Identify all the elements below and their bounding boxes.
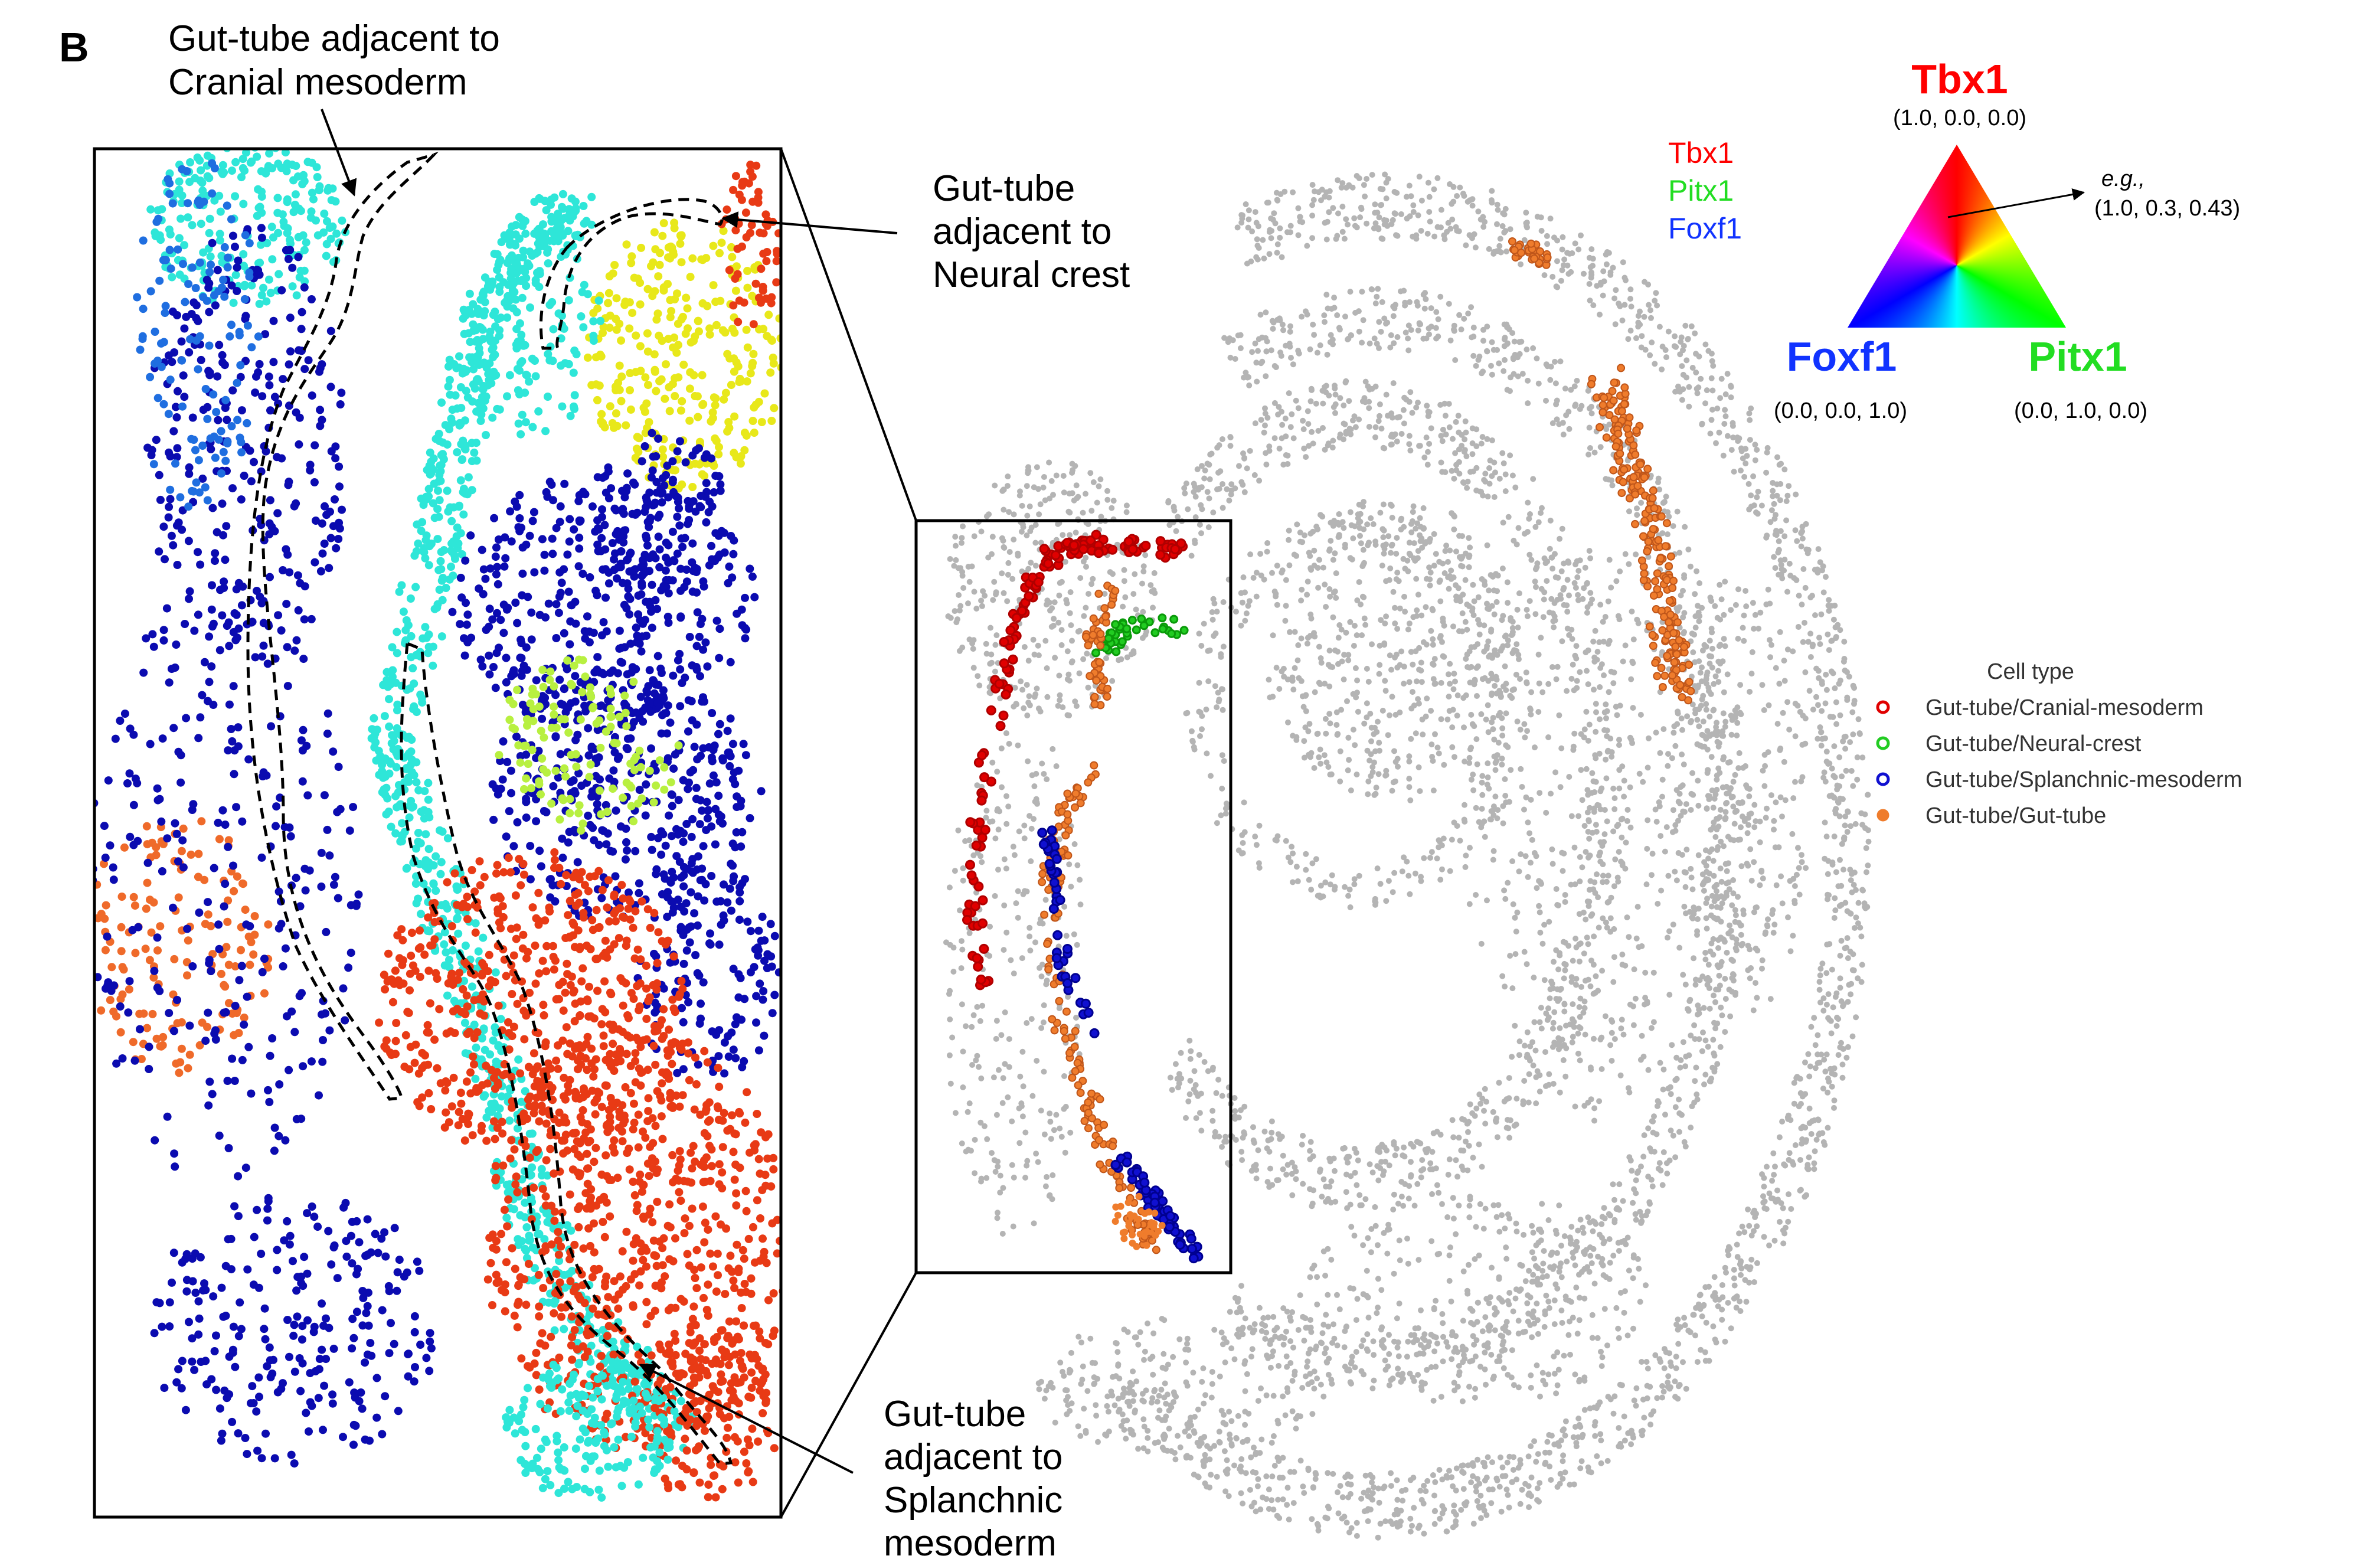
annotation-cranial-line2: Cranial mesoderm bbox=[168, 62, 468, 103]
triangle-example-arrow bbox=[1947, 188, 2085, 218]
outline-neural bbox=[539, 198, 724, 350]
annotation-neural-line2: adjacent to bbox=[933, 211, 1111, 252]
triangle-top-coord: (1.0, 0.0, 0.0) bbox=[1893, 106, 2026, 130]
legend-item-neural: Gut-tube/Neural-crest bbox=[1876, 731, 2142, 756]
annotation-neural: Gut-tube adjacent to Neural crest bbox=[721, 168, 1130, 295]
annotation-neural-line1: Gut-tube bbox=[933, 168, 1075, 209]
annotation-splanchnic-line3: Splanchnic bbox=[884, 1480, 1062, 1521]
triangle-top-label: Tbx1 bbox=[1911, 56, 2008, 102]
panel-letter: B bbox=[59, 24, 89, 70]
gene-label-pitx1: Pitx1 bbox=[1668, 174, 1734, 207]
legend-title: Cell type bbox=[1987, 659, 2074, 684]
triangle-gradient bbox=[1848, 145, 2066, 328]
legend-marker-gut-tube bbox=[1876, 809, 1889, 822]
legend-marker-splanchnic bbox=[1876, 772, 1890, 786]
outline-splanchnic bbox=[400, 641, 733, 1466]
triangle-example-coord: (1.0, 0.3, 0.43) bbox=[2094, 196, 2240, 221]
triangle-example-label: e.g., bbox=[2101, 166, 2145, 191]
annotation-cranial-line1: Gut-tube adjacent to bbox=[168, 18, 500, 59]
legend-item-cranial: Gut-tube/Cranial-mesoderm bbox=[1876, 695, 2204, 720]
zoom-panel-border bbox=[93, 147, 783, 1519]
legend-item-splanchnic: Gut-tube/Splanchnic-mesoderm bbox=[1876, 767, 2242, 792]
triangle-right-label: Pitx1 bbox=[2028, 334, 2127, 380]
annotation-splanchnic-line4: mesoderm bbox=[884, 1523, 1057, 1559]
triangle-right-coord: (0.0, 1.0, 0.0) bbox=[2014, 398, 2147, 423]
legend-item-gut-tube: Gut-tube/Gut-tube bbox=[1876, 803, 2106, 828]
annotation-cranial: Gut-tube adjacent to Cranial mesoderm bbox=[168, 18, 500, 197]
highlighted-cells bbox=[962, 237, 1695, 1264]
zoom-cells bbox=[94, 149, 781, 1502]
triangle-left-coord: (0.0, 0.0, 1.0) bbox=[1774, 398, 1907, 423]
legend-label-gut-tube: Gut-tube/Gut-tube bbox=[1925, 803, 2106, 828]
gene-label-foxf1: Foxf1 bbox=[1668, 212, 1742, 245]
zoom-connector-bottom bbox=[780, 1272, 917, 1518]
gene-label-tbx1: Tbx1 bbox=[1668, 136, 1734, 169]
triangle-left-label: Foxf1 bbox=[1787, 334, 1897, 380]
color-triangle-key: Tbx1 (1.0, 0.0, 0.0) e.g., (1.0, 0.3, 0.… bbox=[1774, 56, 2240, 423]
background-cells bbox=[943, 171, 1872, 1541]
tissue-overview bbox=[914, 171, 1872, 1541]
cell-type-legend: Cell type Gut-tube/Cranial-mesoderm Gut-… bbox=[1876, 659, 2242, 828]
legend-label-splanchnic: Gut-tube/Splanchnic-mesoderm bbox=[1925, 767, 2242, 792]
gene-channel-labels: Tbx1 Pitx1 Foxf1 bbox=[1668, 136, 1742, 245]
zoom-connector-top bbox=[780, 148, 917, 521]
legend-marker-cranial bbox=[1876, 700, 1890, 714]
annotation-splanchnic-line2: adjacent to bbox=[884, 1437, 1062, 1478]
zoom-panel bbox=[93, 147, 783, 1519]
outline-cranial bbox=[246, 152, 439, 1101]
annotation-splanchnic-line1: Gut-tube bbox=[884, 1394, 1026, 1434]
annotation-splanchnic: Gut-tube adjacent to Splanchnic mesoderm bbox=[639, 1364, 1062, 1559]
annotation-neural-line3: Neural crest bbox=[933, 254, 1130, 295]
legend-label-neural: Gut-tube/Neural-crest bbox=[1925, 731, 2142, 756]
legend-marker-neural bbox=[1876, 736, 1890, 750]
inset-rectangle bbox=[914, 519, 1232, 1274]
legend-label-cranial: Gut-tube/Cranial-mesoderm bbox=[1925, 695, 2204, 720]
